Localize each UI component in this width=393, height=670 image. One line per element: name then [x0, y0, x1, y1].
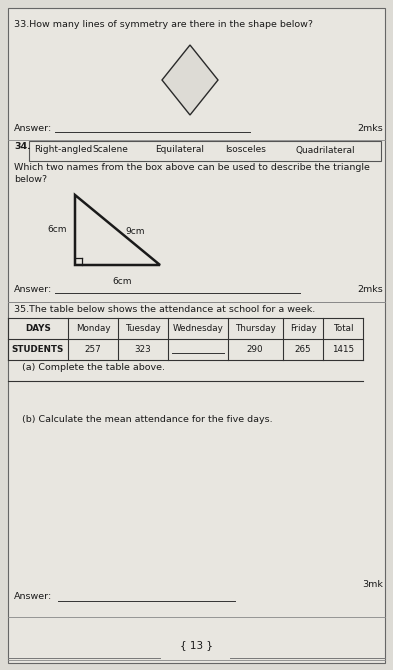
Text: 265: 265: [295, 345, 311, 354]
Bar: [29, 141, 381, 161]
Text: DAYS: DAYS: [25, 324, 51, 333]
Text: 257: 257: [84, 345, 101, 354]
Text: Friday: Friday: [290, 324, 316, 333]
Text: 2mks: 2mks: [357, 285, 383, 294]
Text: 34.: 34.: [14, 142, 31, 151]
Text: Answer:: Answer:: [14, 124, 52, 133]
Text: Wednesday: Wednesday: [173, 324, 223, 333]
Text: 33.How many lines of symmetry are there in the shape below?: 33.How many lines of symmetry are there …: [14, 20, 313, 29]
Text: Tuesday: Tuesday: [125, 324, 161, 333]
Text: 6cm: 6cm: [112, 277, 132, 286]
Text: Right-angled: Right-angled: [34, 145, 92, 155]
Text: below?: below?: [14, 175, 47, 184]
Text: 3mk: 3mk: [362, 580, 383, 589]
Text: Which two names from the box above can be used to describe the triangle: Which two names from the box above can b…: [14, 163, 370, 172]
Text: Answer:: Answer:: [14, 592, 52, 601]
Polygon shape: [162, 45, 218, 115]
Text: 9cm: 9cm: [125, 228, 145, 237]
Text: Total: Total: [333, 324, 353, 333]
Text: 1415: 1415: [332, 345, 354, 354]
Text: Scalene: Scalene: [92, 145, 128, 155]
Text: Thursday: Thursday: [235, 324, 275, 333]
Text: Quadrilateral: Quadrilateral: [295, 145, 354, 155]
Text: Answer:: Answer:: [14, 285, 52, 294]
Text: 35.The table below shows the attendance at school for a week.: 35.The table below shows the attendance …: [14, 305, 315, 314]
Text: 323: 323: [135, 345, 151, 354]
Text: (a) Complete the table above.: (a) Complete the table above.: [22, 363, 165, 372]
Text: 6cm: 6cm: [47, 226, 66, 234]
Text: { 13 }: { 13 }: [180, 640, 213, 650]
Text: Equilateral: Equilateral: [155, 145, 204, 155]
Text: STUDENTS: STUDENTS: [12, 345, 64, 354]
Text: Monday: Monday: [76, 324, 110, 333]
Text: 290: 290: [247, 345, 263, 354]
Text: Isosceles: Isosceles: [225, 145, 266, 155]
Text: (b) Calculate the mean attendance for the five days.: (b) Calculate the mean attendance for th…: [22, 415, 273, 424]
Text: 2mks: 2mks: [357, 124, 383, 133]
